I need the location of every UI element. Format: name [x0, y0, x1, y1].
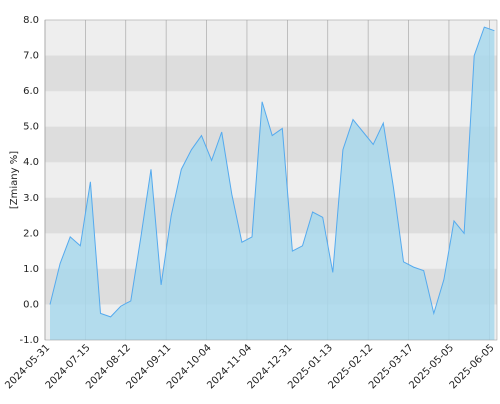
- y-tick-label: 8.0: [23, 15, 39, 26]
- y-tick-label: 7.0: [23, 51, 39, 62]
- y-tick-label: -1.0: [19, 335, 39, 346]
- y-tick-label: 0.0: [23, 299, 39, 310]
- grid-band: [45, 55, 497, 92]
- y-tick-label: 4.0: [23, 157, 39, 168]
- y-tick-label: 5.0: [23, 122, 39, 133]
- area: [50, 27, 495, 340]
- y-axis-label: [Zmiany %]: [9, 151, 20, 209]
- y-tick-label: 3.0: [23, 193, 39, 204]
- y-tick-label: 2.0: [23, 228, 39, 239]
- y-tick-label: 1.0: [23, 264, 39, 275]
- y-tick-label: 6.0: [23, 86, 39, 97]
- plot-border: [44, 19, 498, 341]
- line: [49, 26, 495, 318]
